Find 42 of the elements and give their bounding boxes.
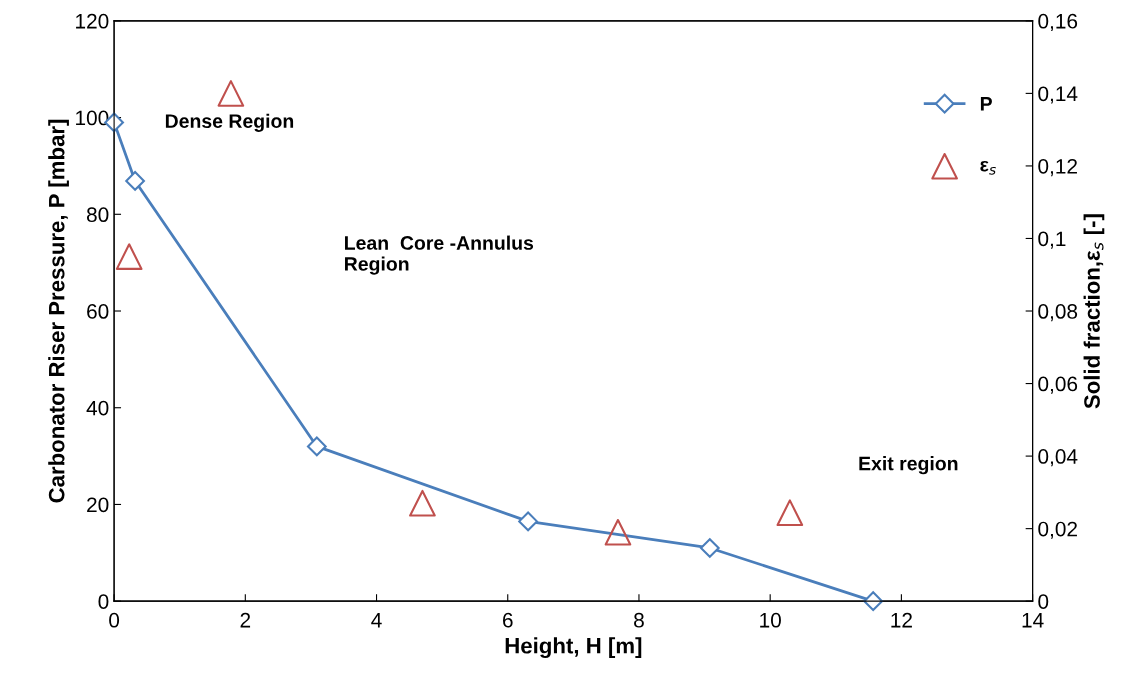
y2-tick-label: 0,02 — [1038, 521, 1077, 539]
y-tick-label: 60 — [87, 304, 109, 319]
point — [217, 80, 245, 107]
y2-tick-label: 0,16 — [1038, 13, 1078, 32]
x-tick-label: 2 — [240, 612, 251, 628]
point — [115, 243, 143, 270]
x-tick-label: 0 — [109, 612, 120, 628]
annotation: Lean Core -Annulus Region — [345, 235, 534, 275]
y2-tick-label: 0,14 — [1038, 86, 1078, 104]
point — [604, 518, 632, 546]
y-axis-title: Carbonator Riser Pressure, P [mbar] — [48, 119, 69, 503]
annotation: Exit region — [859, 456, 958, 475]
point — [306, 436, 327, 457]
point — [699, 538, 720, 558]
x-tick-label: 14 — [1022, 613, 1044, 628]
point — [125, 171, 145, 191]
x-tick-label: 12 — [891, 612, 912, 628]
y-tick-label: 0 — [98, 594, 109, 609]
x-axis-title: Height, H [m] — [505, 637, 642, 659]
x-tick-label: 4 — [371, 613, 382, 628]
y-tick-label: 80 — [86, 207, 109, 223]
legend-label: ε$_{s}$ — [980, 160, 996, 175]
y-tick-label: 120 — [76, 13, 109, 29]
y-tick-label: 40 — [86, 400, 109, 416]
point — [409, 489, 436, 517]
y2-tick-label: 0,06 — [1038, 376, 1078, 394]
y2-tick-label: 0 — [1038, 594, 1049, 609]
point — [776, 499, 804, 527]
x-tick-label: 8 — [634, 612, 644, 628]
x-tick-label: 6 — [503, 612, 513, 628]
point — [518, 511, 538, 532]
y2-axis-title: Solid fraction,ε$_{s}$ [-] — [1083, 214, 1105, 409]
y2-tick-label: 0,12 — [1038, 158, 1077, 177]
y2-tick-label: 0,08 — [1038, 304, 1078, 322]
y-tick-label: 20 — [87, 497, 109, 513]
legend-label: P — [980, 97, 992, 111]
y2-tick-label: 0,1 — [1038, 231, 1066, 249]
annotation: Dense Region — [165, 113, 294, 132]
point — [863, 591, 884, 612]
x-tick-label: 10 — [760, 612, 781, 628]
y2-tick-label: 0,04 — [1038, 449, 1078, 467]
y-tick-label: 100 — [76, 110, 109, 126]
